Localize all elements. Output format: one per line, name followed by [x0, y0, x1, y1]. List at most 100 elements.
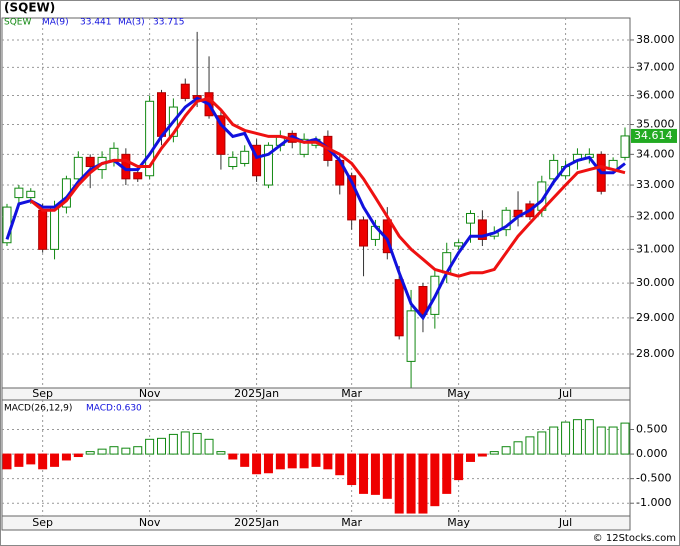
candle-body [26, 190, 36, 199]
x-tick-label: Sep [32, 387, 53, 400]
legend-entry: MA(3) [118, 18, 145, 28]
candle-body [252, 144, 262, 177]
macd-bar [26, 453, 36, 465]
macd-bar [561, 421, 571, 455]
macd-bar [418, 453, 428, 514]
legend-value: 33.441 [80, 18, 112, 28]
macd-bar [157, 437, 166, 455]
candle-body [228, 156, 238, 168]
y-tick-label: 37.000 [636, 60, 675, 73]
macd-bar [347, 453, 357, 486]
macd-bar [85, 451, 95, 455]
macd-bar [489, 451, 499, 455]
macd-bar [14, 453, 24, 467]
candle-body [216, 115, 226, 155]
macd-bar [549, 426, 559, 455]
candle-body [620, 135, 630, 158]
macd-bar [477, 453, 487, 457]
x-tick-label: Jul [558, 387, 572, 400]
candle-body [418, 286, 428, 315]
last-price: 34.614 [634, 129, 673, 142]
x-tick-label: May [447, 516, 470, 529]
macd-bar [359, 453, 369, 494]
x-tick-label: Mar [341, 516, 362, 529]
x-tick-label: Jul [558, 516, 572, 529]
y-tick-label: 35.000 [636, 118, 675, 131]
macd-bar [2, 453, 12, 470]
macd-bar [370, 453, 380, 495]
macd-bar [61, 453, 71, 461]
candle-body [240, 150, 250, 164]
y-tick-label: 31.000 [636, 242, 675, 255]
macd-bar [394, 453, 404, 514]
candle-body [394, 279, 404, 337]
macd-bar [287, 453, 297, 469]
y-tick-label: 30.000 [636, 276, 675, 289]
date-band [1, 515, 631, 531]
macd-bar [168, 433, 178, 455]
macd-bar [133, 446, 143, 455]
macd-bar [121, 447, 131, 455]
candle-body [501, 209, 511, 231]
macd-bar [311, 453, 321, 467]
macd-bar [501, 446, 511, 455]
macd-bar [442, 453, 452, 494]
candle-body [157, 92, 166, 137]
candle-body [263, 144, 273, 186]
y-tick-label: 29.000 [636, 311, 675, 324]
macd-bar [596, 426, 606, 455]
candle-body [14, 187, 24, 199]
ticker-label: SQEW [4, 18, 31, 28]
macd-bar [97, 448, 107, 455]
y-tick-label: 28.000 [636, 347, 675, 360]
candle-body [347, 175, 357, 221]
legend-entry: MA(9) [42, 18, 69, 28]
x-tick-label: May [447, 387, 470, 400]
x-tick-label: Mar [341, 387, 362, 400]
candle-body [299, 138, 309, 155]
macd-bar [608, 426, 618, 455]
macd-bar [406, 453, 416, 514]
footer: © 12Stocks.com [593, 533, 676, 544]
macd-bar [216, 451, 226, 455]
candle-body [133, 172, 143, 180]
macd-bar [525, 436, 535, 455]
macd-bar [145, 438, 155, 455]
x-tick-label: 2025Jan [234, 387, 279, 400]
candle-body [73, 156, 83, 180]
macd-bar [228, 453, 238, 460]
legend-value: 33.715 [153, 18, 185, 28]
candle-body [454, 242, 464, 247]
macd-bar [466, 453, 475, 462]
candle-body [145, 100, 155, 177]
macd-bar [299, 453, 309, 469]
y-tick-label: 32.000 [636, 210, 675, 223]
candle-body [50, 206, 60, 250]
candle-body [477, 219, 487, 240]
macd-bar [537, 431, 547, 455]
macd-bar [240, 453, 250, 467]
macd-bar [454, 453, 464, 481]
x-tick-label: Nov [139, 516, 161, 529]
y-tick-label: -1.000 [636, 496, 671, 509]
y-tick-label: -0.500 [636, 472, 671, 485]
x-tick-label: Nov [139, 387, 161, 400]
candle-body [85, 156, 95, 168]
macd-bar [335, 453, 345, 476]
y-tick-label: 33.000 [636, 178, 675, 191]
macd-bar [430, 453, 440, 507]
x-tick-label: Sep [32, 516, 53, 529]
x-tick-label: 2025Jan [234, 516, 279, 529]
macd-bar [252, 453, 262, 475]
macd-legend: MACD:0.630 [86, 404, 142, 414]
macd-bar [73, 453, 83, 458]
chart-title: (SQEW) [4, 1, 55, 15]
candle-body [466, 212, 475, 224]
y-tick-label: 36.000 [636, 89, 675, 102]
macd-bar [584, 419, 594, 455]
macd-bar [572, 419, 582, 455]
macd-bar [192, 432, 202, 455]
macd-bar [382, 453, 392, 499]
candle-body [549, 159, 559, 180]
y-tick-label: 0.500 [636, 422, 668, 435]
